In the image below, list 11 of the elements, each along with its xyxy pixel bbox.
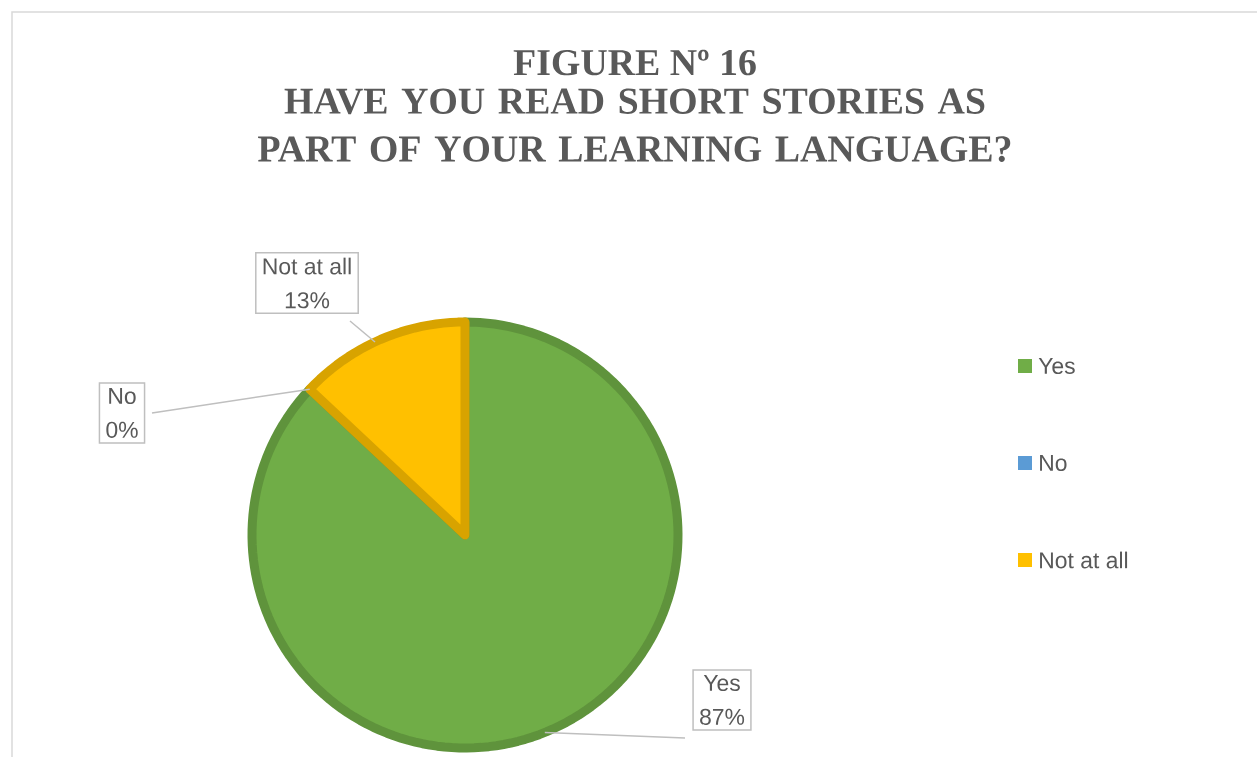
- slice-label: Not at all: [263, 257, 351, 275]
- legend-label: Not at all: [1040, 551, 1128, 569]
- category-label: No: [109, 388, 136, 405]
- chart-title: FIGURE Nº 16: [513, 49, 756, 76]
- legend-label: No: [1040, 455, 1067, 471]
- slice-label: Yes: [703, 675, 740, 692]
- chart-subtitle: HAVE YOU READ SHORT STORIES AS PART OF YOUR LEARNING LANGUAGE?: [258, 88, 1011, 162]
- legend-label: Yes: [1038, 358, 1075, 374]
- data-label: 87%: [700, 708, 745, 725]
- data-label: 13%: [285, 292, 330, 309]
- text: 0%: [106, 421, 138, 438]
